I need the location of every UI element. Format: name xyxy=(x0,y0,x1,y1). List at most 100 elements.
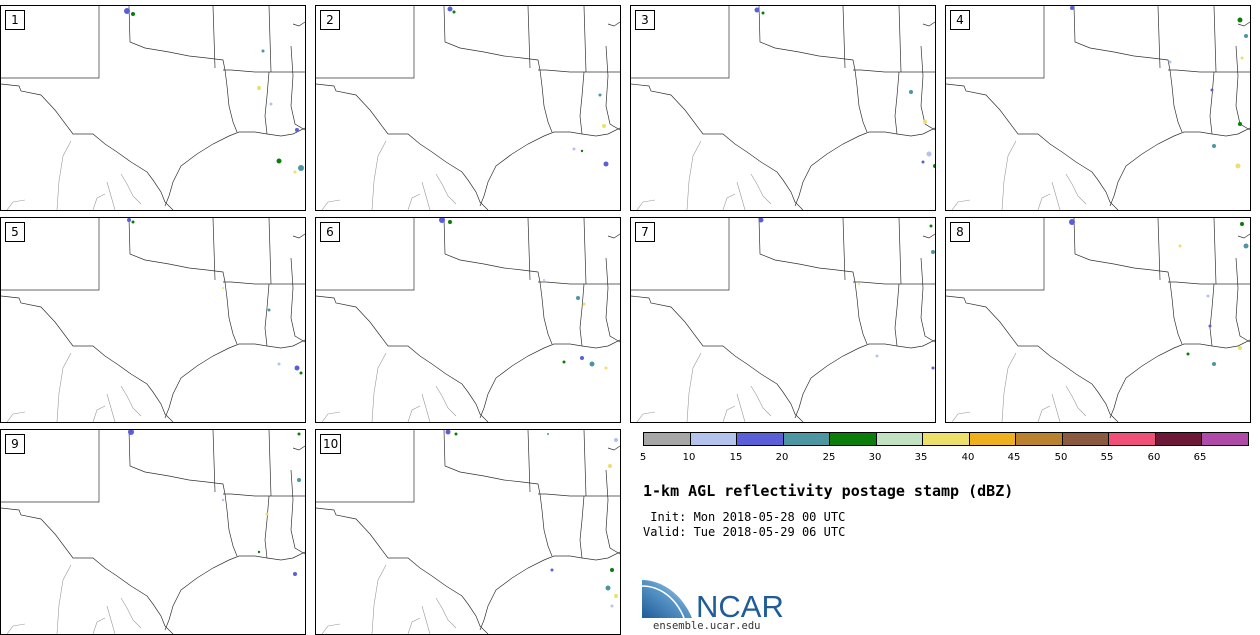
boundary-line xyxy=(290,469,305,555)
boundary-line xyxy=(894,283,900,347)
reflectivity-echo xyxy=(293,572,297,576)
mexico-state-line xyxy=(321,411,341,422)
colorbar-segment xyxy=(969,433,1017,445)
boundary-line xyxy=(316,218,415,291)
reflectivity-echo xyxy=(921,160,925,164)
reflectivity-echo xyxy=(608,464,612,468)
boundary-line xyxy=(290,45,305,131)
reflectivity-echo xyxy=(294,365,300,371)
reflectivity-echo xyxy=(580,356,584,360)
mexico-state-line xyxy=(736,393,746,422)
reflectivity-echo xyxy=(222,287,224,289)
boundary-line xyxy=(1169,69,1183,133)
reflectivity-echo xyxy=(1240,222,1244,226)
panel-number: 6 xyxy=(320,222,340,242)
boundary-line xyxy=(212,218,216,281)
colorbar-tick-label: 40 xyxy=(961,452,975,463)
boundary-line xyxy=(443,6,541,71)
boundary-line xyxy=(264,283,270,347)
reflectivity-echo xyxy=(293,170,297,174)
boundary-line xyxy=(583,430,587,497)
map-5 xyxy=(1,218,305,422)
boundary-line xyxy=(853,281,935,285)
map-3 xyxy=(631,6,935,210)
reflectivity-echo xyxy=(610,604,614,608)
mexico-state-line xyxy=(1037,405,1051,422)
mexico-state-line xyxy=(92,617,106,634)
panel-4: 4 xyxy=(945,5,1251,211)
boundary-line xyxy=(268,218,272,285)
boundary-line xyxy=(1109,339,1250,419)
colorbar-segment xyxy=(644,433,691,445)
boundary-line xyxy=(946,83,1119,210)
mexico-state-line xyxy=(371,140,387,210)
mexico-state-line xyxy=(1065,385,1087,417)
mexico-state-line xyxy=(407,405,421,422)
reflectivity-echo xyxy=(572,147,576,151)
colorbar-tick-label: 15 xyxy=(729,452,743,463)
reflectivity-echo xyxy=(1212,362,1216,366)
boundary-line xyxy=(583,6,587,73)
boundary-line xyxy=(224,69,238,133)
reflectivity-echo xyxy=(1186,352,1190,356)
mexico-state-line xyxy=(6,199,26,210)
boundary-line xyxy=(164,551,305,631)
boundary-line xyxy=(223,281,305,285)
panel-number: 7 xyxy=(635,222,655,242)
mexico-state-line xyxy=(56,140,72,210)
boundary-line xyxy=(1157,218,1161,281)
boundary-line xyxy=(479,339,620,419)
reflectivity-echo xyxy=(257,86,261,90)
mexico-state-line xyxy=(1001,140,1017,210)
boundary-line xyxy=(946,218,1045,291)
boundary-line xyxy=(579,71,585,135)
mexico-state-line xyxy=(722,193,736,210)
panel-number: 1 xyxy=(5,10,25,30)
panel-6: 6 xyxy=(315,217,621,423)
panel-3: 3 xyxy=(630,5,936,211)
reflectivity-echo xyxy=(929,224,933,228)
boundary-line xyxy=(1073,6,1171,71)
boundary-line xyxy=(898,218,902,285)
boundary-line xyxy=(1109,127,1250,207)
boundary-line xyxy=(579,283,585,347)
boundary-line xyxy=(1237,233,1250,239)
boundary-line xyxy=(605,469,620,555)
mexico-state-line xyxy=(435,173,457,205)
reflectivity-echo xyxy=(454,432,458,436)
boundary-line xyxy=(268,430,272,497)
boundary-line xyxy=(443,218,541,283)
boundary-line xyxy=(631,218,730,291)
boundary-line xyxy=(223,493,305,497)
reflectivity-echo xyxy=(582,302,586,306)
colorbar-segment xyxy=(876,433,924,445)
reflectivity-echo xyxy=(543,279,545,281)
reflectivity-echo xyxy=(297,478,301,482)
panel-2: 2 xyxy=(315,5,621,211)
boundary-line xyxy=(842,218,846,281)
boundary-line xyxy=(1209,71,1215,135)
boundary-line xyxy=(898,6,902,73)
reflectivity-echo xyxy=(439,218,445,223)
reflectivity-echo xyxy=(1238,122,1242,126)
boundary-line xyxy=(854,281,868,345)
panel-number: 8 xyxy=(950,222,970,242)
reflectivity-echo xyxy=(576,296,580,300)
chart-title: 1-km AGL reflectivity postage stamp (dBZ… xyxy=(643,482,1014,500)
reflectivity-echo xyxy=(447,6,453,12)
reflectivity-echo xyxy=(931,366,935,370)
mexico-state-line xyxy=(750,385,772,417)
reflectivity-echo xyxy=(604,366,608,370)
mexico-state-line xyxy=(6,411,26,422)
reflectivity-echo xyxy=(605,585,611,591)
mexico-state-line xyxy=(686,140,702,210)
boundary-line xyxy=(292,233,305,239)
boundary-line xyxy=(758,218,856,283)
map-8 xyxy=(946,218,1250,422)
boundary-line xyxy=(479,551,620,631)
reflectivity-echo xyxy=(1210,88,1214,92)
reflectivity-echo xyxy=(1244,34,1248,38)
mexico-state-line xyxy=(56,564,72,634)
boundary-line xyxy=(1157,6,1161,69)
boundary-line xyxy=(479,127,620,207)
